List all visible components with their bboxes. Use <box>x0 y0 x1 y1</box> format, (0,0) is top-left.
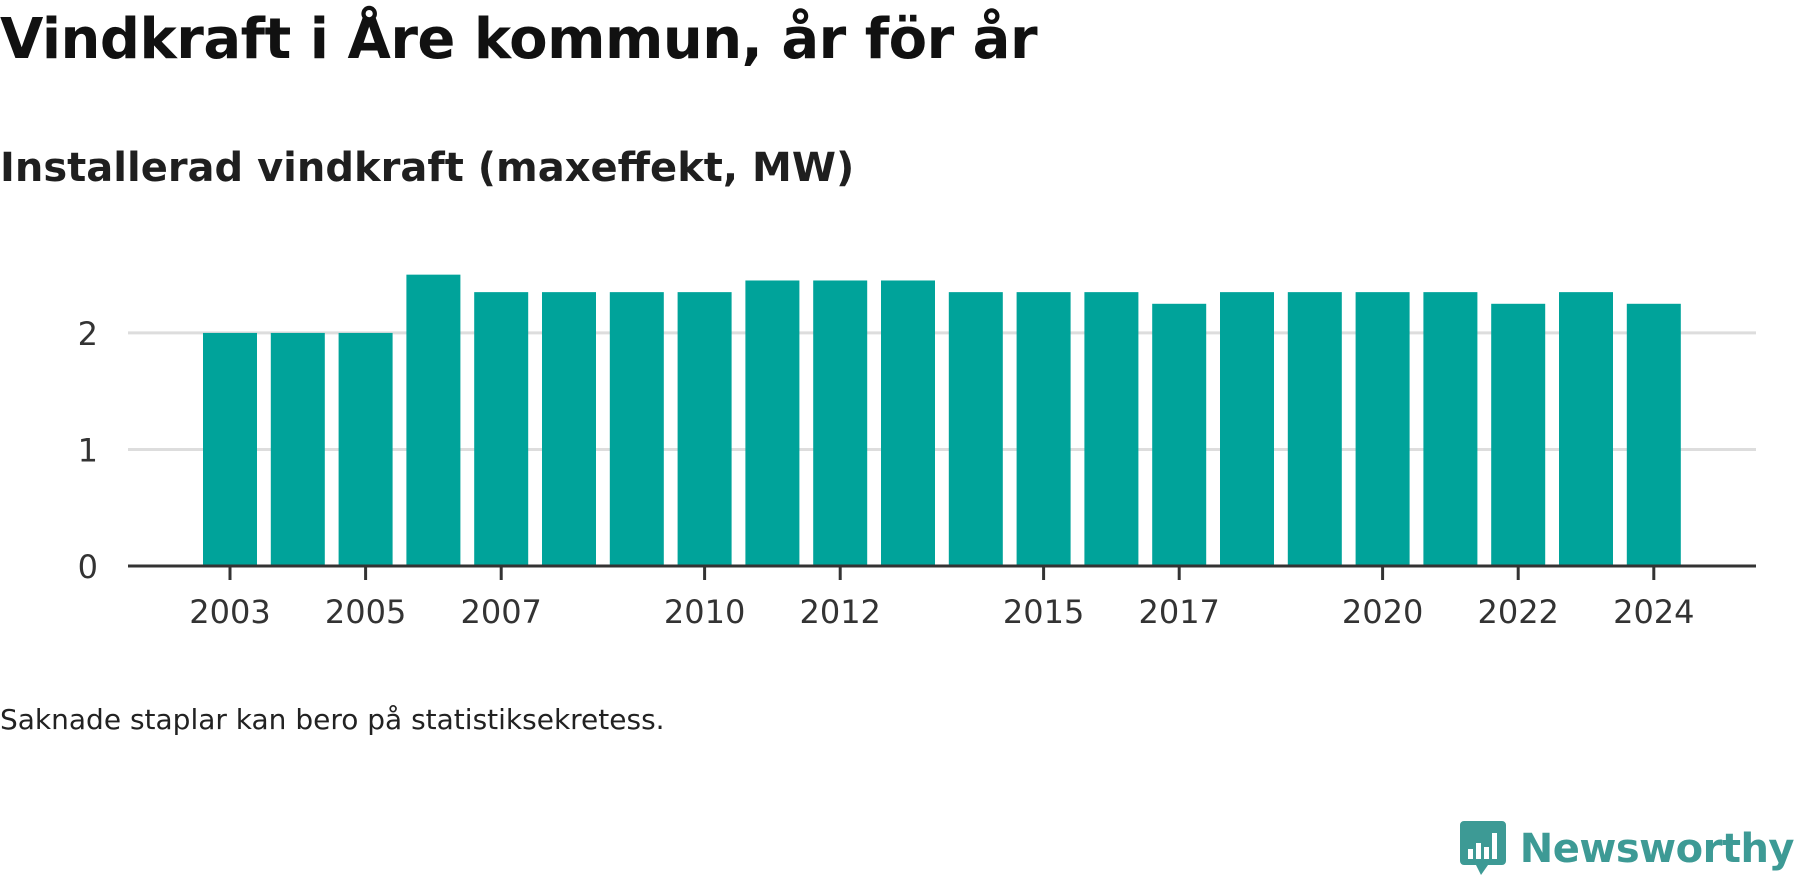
bars <box>203 274 1681 566</box>
bar-2019 <box>1287 292 1342 566</box>
bar-2007 <box>474 292 529 566</box>
chart-title: Vindkraft i Åre kommun, år för år <box>0 7 1038 72</box>
bar-2017 <box>1152 303 1207 566</box>
bar-2020 <box>1355 292 1410 566</box>
gridlines <box>128 331 1756 451</box>
brand-name: Newsworthy <box>1519 826 1795 872</box>
bar-2016 <box>1084 292 1139 566</box>
bar-2004 <box>270 332 325 566</box>
bar-2011 <box>745 280 800 566</box>
chart-subtitle: Installerad vindkraft (maxeffekt, MW) <box>0 145 855 191</box>
x-tick-label: 2020 <box>1342 593 1423 631</box>
x-tick-label: 2007 <box>460 593 541 631</box>
bar-2021 <box>1423 292 1478 566</box>
bar-2013 <box>881 280 935 566</box>
bar-2023 <box>1559 292 1613 566</box>
x-tick-label: 2003 <box>189 593 270 631</box>
x-tick-label: 2017 <box>1138 593 1219 631</box>
bar-2009 <box>609 292 664 566</box>
bar-chart-speech-bubble-icon <box>1459 821 1506 875</box>
x-axis-ticks: 2003 2005 2007 2010 2012 2015 2017 2020 2022 2024 <box>128 564 1756 631</box>
y-axis-ticks: 0 1 2 <box>78 315 98 586</box>
bar-2022 <box>1491 303 1546 566</box>
x-tick-label: 2005 <box>325 593 406 631</box>
x-tick-label: 2010 <box>664 593 745 631</box>
x-tick-label: 2024 <box>1613 593 1694 631</box>
y-tick-label: 1 <box>78 431 98 469</box>
bar-2003 <box>203 332 257 566</box>
bar-2024 <box>1626 303 1681 566</box>
footnote: Saknade staplar kan bero på statistiksek… <box>0 703 665 736</box>
x-tick-label: 2022 <box>1477 593 1558 631</box>
bar-2018 <box>1220 292 1274 566</box>
bar-2005 <box>338 332 393 566</box>
bar-2010 <box>677 292 732 566</box>
x-tick-label: 2015 <box>1003 593 1084 631</box>
y-tick-label: 0 <box>78 548 98 586</box>
bar-2008 <box>542 292 596 566</box>
bar-2012 <box>813 280 868 566</box>
bar-2014 <box>948 292 1003 566</box>
bar-2015 <box>1016 292 1071 566</box>
bar-2006 <box>406 274 461 566</box>
bar-chart: 0 1 2 2003 2005 2007 2010 2012 2015 2017 2020 2022… <box>78 274 1756 631</box>
y-tick-label: 2 <box>78 315 98 353</box>
x-tick-label: 2012 <box>799 593 880 631</box>
brand-logo: Newsworthy <box>1458 819 1795 879</box>
